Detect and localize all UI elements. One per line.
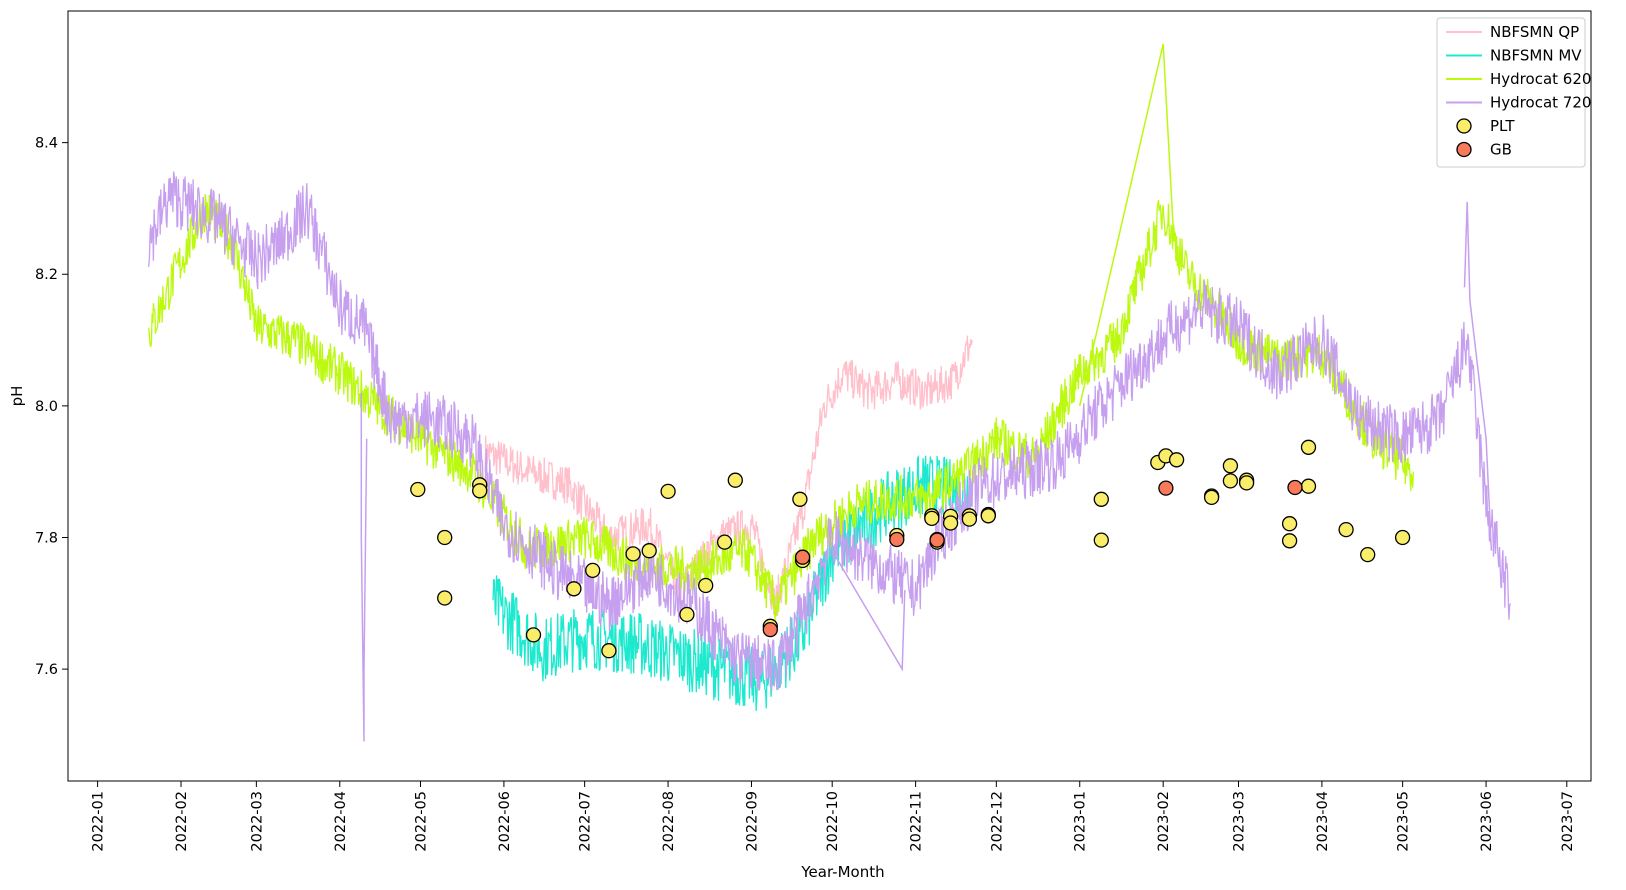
plt-point (1222, 458, 1239, 474)
x-tick-label: 2022-08 (661, 791, 677, 852)
legend-marker (1456, 141, 1472, 158)
plt-point (601, 643, 617, 659)
plt-point (1360, 546, 1376, 563)
legend-label: NBFSMN MV (1490, 47, 1582, 65)
plt-point (1093, 491, 1109, 507)
x-tick-label: 2022-04 (333, 791, 349, 852)
plt-point (1238, 475, 1255, 491)
y-tick-label: 8.4 (35, 136, 58, 152)
plt-point (641, 543, 657, 559)
gb-point (1287, 479, 1303, 496)
legend-label: NBFSMN QP (1490, 23, 1579, 41)
y-tick-label: 8.2 (35, 267, 58, 283)
x-tick-label: 2022-11 (909, 791, 925, 852)
series-trace-hydrocat-620-3 (1078, 43, 1175, 407)
plt-point (410, 481, 426, 498)
plt-point (961, 511, 978, 527)
series-trace-hydrocat-720-0 (360, 392, 368, 742)
plt-point (625, 546, 641, 562)
plt-point (924, 510, 940, 527)
x-tick-label: 2023-03 (1232, 791, 1248, 852)
y-axis: 7.6 7.8 8.0 8.2 8.4 (35, 136, 68, 678)
x-tick-label: 2022-03 (249, 791, 265, 852)
plt-point (679, 606, 695, 623)
plt-point (980, 508, 996, 524)
x-tick-label: 2023-04 (1315, 791, 1331, 852)
x-tick-label: 2022-10 (825, 791, 841, 852)
x-tick-label: 2022-09 (744, 791, 760, 852)
plt-point (1394, 529, 1411, 546)
plt-point (1093, 532, 1109, 548)
plt-point (1222, 473, 1239, 489)
plt-point (942, 515, 959, 531)
legend: NBFSMN QP NBFSMN MV Hydrocat 620 Hydrocat 7… (1436, 17, 1591, 168)
x-tick-label: 2023-02 (1156, 791, 1172, 852)
legend-label: GB (1490, 141, 1512, 159)
plt-point (585, 562, 601, 579)
gb-point (889, 531, 905, 548)
plt-point (1281, 533, 1298, 549)
series-line-hydrocat-620 (148, 194, 1415, 622)
y-tick-label: 7.8 (35, 530, 58, 546)
y-tick-label: 8.0 (35, 399, 58, 415)
series-layer (148, 43, 1511, 742)
plt-point (1300, 439, 1317, 455)
series-trace-hydrocat-720-1 (831, 550, 906, 672)
legend-label: Hydrocat 620 (1490, 70, 1591, 88)
gb-point (762, 621, 778, 638)
plt-point (437, 590, 453, 606)
x-tick-label: 2023-01 (1073, 791, 1089, 852)
legend-label: PLT (1490, 117, 1515, 135)
x-tick-label: 2022-07 (578, 791, 594, 852)
gb-point (1158, 480, 1174, 496)
plt-point (1281, 516, 1298, 532)
plt-point (472, 483, 488, 499)
plot-frame (67, 10, 1592, 782)
x-tick-label: 2022-02 (174, 791, 190, 852)
plt-point (727, 472, 743, 488)
plt-point (660, 483, 676, 500)
y-axis-label: pH (8, 386, 26, 407)
plt-point (698, 577, 714, 594)
series-trace-hydrocat-720-2 (1463, 201, 1493, 551)
legend-marker (1456, 118, 1472, 134)
y-tick-label: 7.6 (35, 662, 58, 678)
x-tick-label: 2022-06 (497, 791, 513, 852)
plt-point (1203, 489, 1220, 506)
plt-point (566, 581, 582, 597)
scatter-layer (410, 439, 1411, 659)
plt-point (792, 491, 808, 507)
series-line-nbfsmn-qp (484, 335, 973, 616)
plt-point (1338, 521, 1354, 538)
plt-point (716, 534, 733, 550)
plt-point (437, 529, 453, 546)
x-tick-label: 2022-05 (413, 791, 429, 852)
x-tick-label: 2022-12 (989, 791, 1005, 852)
x-axis-label: Year-Month (800, 863, 884, 881)
plt-point (1300, 478, 1317, 494)
legend-label: Hydrocat 720 (1490, 94, 1591, 112)
series-line-hydrocat-720 (148, 171, 1511, 692)
plt-point (1168, 452, 1185, 468)
series-line-nbfsmn-mv (492, 454, 973, 711)
x-tick-label: 2023-07 (1560, 791, 1576, 852)
gb-point (794, 549, 811, 565)
x-tick-label: 2023-06 (1479, 791, 1495, 852)
plt-point (525, 627, 542, 643)
x-axis: 2022-01 2022-02 2022-03 2022-04 2022-05 2022-… (91, 781, 1576, 852)
x-tick-label: 2022-01 (91, 791, 107, 852)
x-tick-label: 2023-05 (1396, 791, 1412, 852)
gb-point (929, 532, 945, 548)
